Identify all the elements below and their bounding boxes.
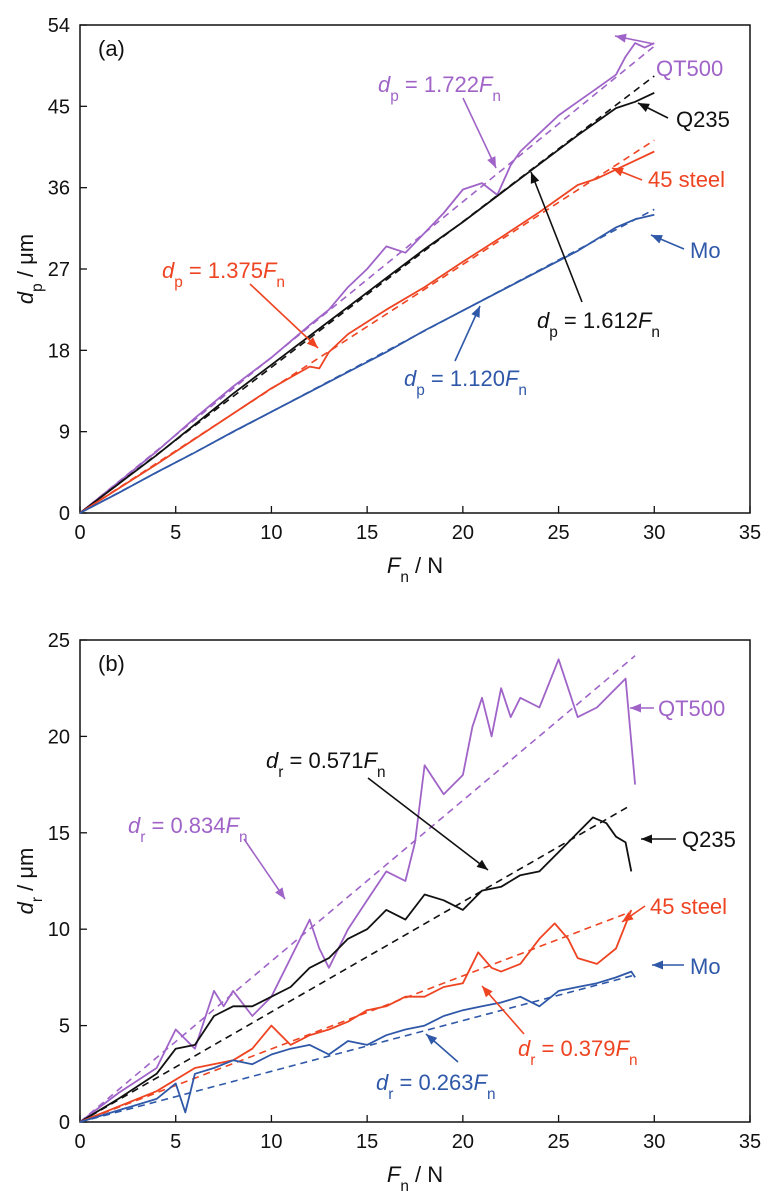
series-line-q235 [79, 816, 633, 1123]
series-label-45-steel: 45 steel [648, 167, 725, 192]
series-line-mo [79, 213, 655, 514]
fit-arrow-45-steel [481, 985, 525, 1035]
y-tick-label: 20 [48, 726, 70, 748]
fit-arrow-45-steel [249, 283, 319, 349]
fit-label-mo: dp = 1.120Fn [404, 366, 527, 399]
y-tick-label: 10 [48, 919, 70, 941]
series-label-qt500: QT500 [656, 56, 723, 81]
y-axis-label: dr / μm [13, 848, 46, 915]
series-line-45-steel [79, 909, 633, 1123]
series-line-qt500 [79, 658, 636, 1123]
y-tick-label: 15 [48, 823, 70, 845]
series-label-q235: Q235 [682, 827, 736, 852]
x-tick-label: 30 [643, 522, 665, 544]
y-tick-label: 25 [48, 630, 70, 652]
y-tick-label: 18 [48, 340, 70, 362]
fit-line-qt500 [79, 655, 636, 1123]
fit-label-qt500: dr = 0.834Fn [128, 813, 248, 846]
x-tick-label: 25 [547, 522, 569, 544]
y-axis-label: dp / μm [13, 234, 46, 304]
panel-label: (b) [98, 651, 125, 676]
series-label-45-steel: 45 steel [650, 894, 727, 919]
fit-label-q235: dp = 1.612Fn [537, 308, 660, 341]
fit-label-45-steel: dp = 1.375Fn [162, 258, 285, 291]
y-tick-label: 27 [48, 259, 70, 281]
x-axis-label: Fn / N [387, 553, 443, 586]
fit-arrow-mo [425, 1033, 459, 1063]
x-tick-label: 5 [170, 1131, 181, 1153]
chart-panel-b: 0 5 10 15 20 25 30 35 0 5 10 15 20 25 Fn / N dr / μm (b)… [13, 630, 761, 1195]
x-tick-label: 15 [356, 1131, 378, 1153]
arrow-qt500 [614, 33, 655, 45]
y-tick-label: 45 [48, 96, 70, 118]
x-tick-label: 10 [260, 522, 282, 544]
arrow-45-steel [621, 905, 646, 923]
arrow-45-steel [611, 167, 643, 181]
x-tick-label: 25 [547, 1131, 569, 1153]
fit-label-qt500: dp = 1.722Fn [378, 72, 501, 105]
series-line-mo [79, 970, 636, 1123]
series-label-q235: Q235 [676, 107, 730, 132]
y-tick-label: 36 [48, 178, 70, 200]
arrow-qt500 [630, 703, 654, 713]
fit-label-mo: dr = 0.263Fn [376, 1070, 496, 1103]
fit-label-45-steel: dr = 0.379Fn [518, 1036, 638, 1069]
y-tick-label: 0 [59, 503, 70, 525]
arrow-q235 [637, 102, 669, 119]
series-label-mo: Mo [690, 954, 721, 979]
y-tick-label: 0 [59, 1112, 70, 1134]
fit-arrow-mo [454, 305, 481, 362]
x-tick-label: 0 [74, 1131, 85, 1153]
series-line-45-steel [79, 150, 655, 514]
series-line-qt500 [79, 42, 655, 514]
x-tick-label: 0 [74, 522, 85, 544]
arrow-mo [652, 960, 684, 970]
fit-arrow-q235 [367, 777, 489, 871]
fit-label-q235: dr = 0.571Fn [266, 748, 386, 781]
fit-arrow-qt500 [243, 838, 286, 900]
plot-frame [79, 24, 751, 514]
fit-arrow-q235 [530, 171, 583, 303]
x-tick-label: 20 [452, 1131, 474, 1153]
y-tick-label: 9 [59, 422, 70, 444]
x-tick-label: 5 [170, 522, 181, 544]
plot-frame [79, 639, 751, 1123]
x-tick-label: 20 [452, 522, 474, 544]
y-tick-label: 5 [59, 1016, 70, 1038]
series-label-qt500: QT500 [658, 696, 725, 721]
x-tick-label: 15 [356, 522, 378, 544]
series-label-mo: Mo [690, 238, 721, 263]
x-tick-label: 30 [643, 1131, 665, 1153]
x-tick-label: 35 [739, 522, 761, 544]
y-tick-label: 54 [48, 15, 70, 37]
x-axis-label: Fn / N [387, 1162, 443, 1195]
panel-label: (a) [98, 36, 125, 61]
fit-arrow-qt500 [462, 97, 497, 169]
arrow-q235 [641, 834, 676, 844]
fit-line-q235 [79, 804, 632, 1123]
x-tick-label: 35 [739, 1131, 761, 1153]
chart-panel-a: 0 5 10 15 20 25 30 35 0 9 18 27 36 45 54 Fn / N dp / μm (… [13, 15, 761, 586]
series-line-q235 [79, 91, 655, 514]
arrow-mo [650, 234, 685, 250]
x-tick-label: 10 [260, 1131, 282, 1153]
